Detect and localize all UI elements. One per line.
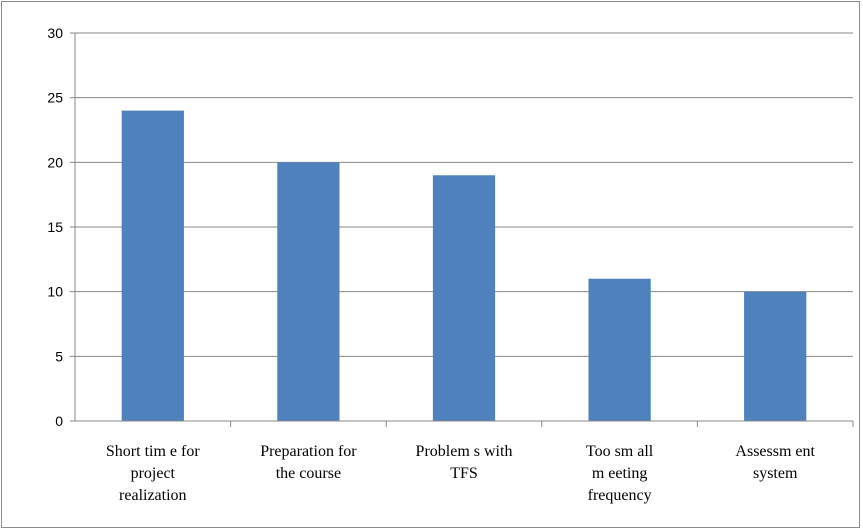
category-label-line: Short tim e for bbox=[106, 443, 200, 460]
category-labels: Short tim e for project realization Prepara… bbox=[106, 443, 816, 504]
bar bbox=[588, 278, 651, 421]
bar bbox=[744, 291, 807, 421]
y-tick-label: 30 bbox=[47, 25, 63, 41]
category-label-line: Too sm all bbox=[586, 443, 654, 460]
category-label-line: frequency bbox=[588, 487, 652, 504]
category-label-line: TFS bbox=[450, 465, 478, 482]
category-label-line: Problem s with bbox=[416, 443, 513, 460]
category-label-line: m eeting bbox=[592, 465, 648, 482]
bars bbox=[121, 110, 807, 422]
category-label: Assessm ent system bbox=[735, 443, 815, 482]
category-label-line: Preparation for bbox=[260, 443, 357, 460]
bar bbox=[277, 162, 340, 422]
bar bbox=[121, 110, 184, 421]
bar bbox=[432, 175, 496, 421]
category-label: Short tim e for project realization bbox=[106, 443, 200, 504]
category-label: Too sm all m eeting frequency bbox=[586, 443, 654, 504]
y-tick-label: 15 bbox=[47, 219, 63, 235]
axes bbox=[70, 32, 854, 427]
category-label-line: system bbox=[753, 465, 798, 482]
y-tick-label: 25 bbox=[47, 90, 63, 106]
category-label: Problem s with TFS bbox=[416, 443, 513, 482]
gridlines bbox=[75, 32, 853, 357]
y-tick-label: 0 bbox=[55, 413, 63, 429]
category-label-line: Assessm ent bbox=[735, 443, 815, 460]
category-label-line: the course bbox=[276, 465, 341, 482]
category-label: Preparation for the course bbox=[260, 443, 357, 482]
category-label-line: project bbox=[131, 465, 176, 482]
category-label-line: realization bbox=[119, 487, 187, 504]
y-tick-label: 5 bbox=[55, 348, 63, 364]
y-tick-labels: 0 5 10 15 20 25 30 bbox=[47, 25, 63, 429]
y-tick-label: 10 bbox=[47, 284, 63, 300]
y-tick-label: 20 bbox=[47, 154, 63, 170]
